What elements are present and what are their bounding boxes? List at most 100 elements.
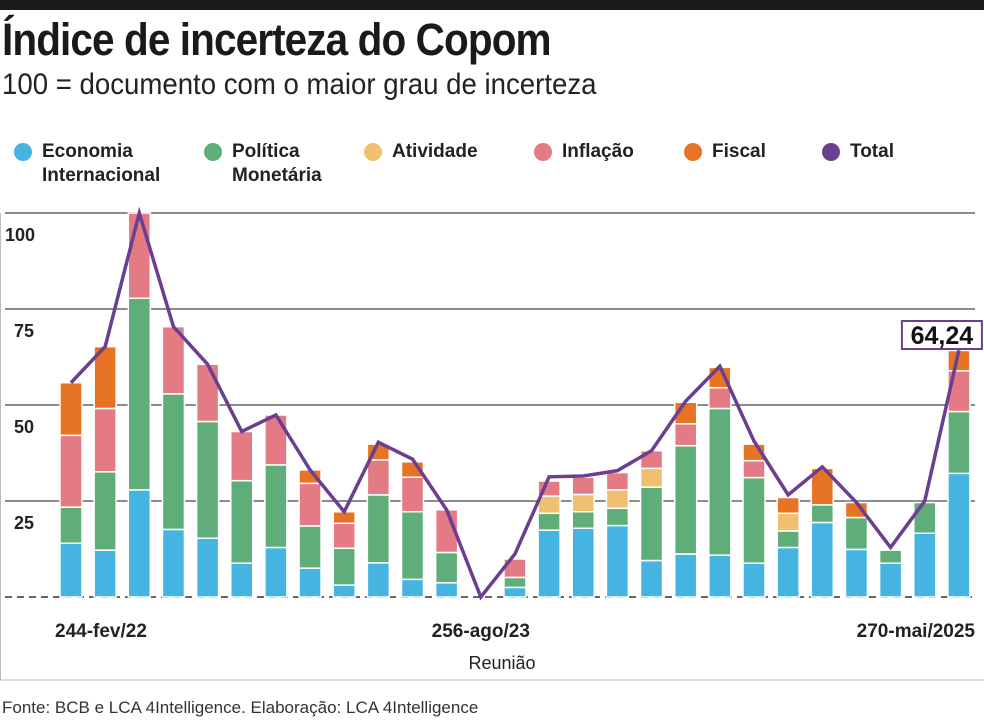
bar-segment	[161, 393, 186, 531]
x-tick-label: 256-ago/23	[432, 621, 530, 642]
bar-segment	[639, 486, 664, 562]
bar-segment	[434, 582, 459, 598]
bar-segment	[264, 464, 288, 549]
bar-segment	[230, 430, 254, 482]
legend: Economia Internacional Política Monetária …	[0, 140, 984, 190]
legend-atividade: Atividade	[364, 140, 478, 164]
bar-segment	[947, 472, 971, 598]
bar-segment	[161, 528, 186, 598]
legend-label: Inflação	[562, 141, 634, 162]
bar-segment	[195, 537, 220, 598]
bar-segment	[571, 511, 595, 530]
bar-segment	[400, 511, 425, 581]
bar-segment	[93, 471, 117, 551]
bar-segment	[708, 554, 732, 598]
bar-segment	[537, 512, 561, 531]
bar-segment	[913, 501, 937, 535]
bar-segment	[127, 489, 152, 598]
legend-inflacao: Inflação	[534, 140, 634, 164]
source-note: Fonte: BCB e LCA 4Intelligence. Elaboraç…	[2, 698, 479, 717]
bar-segment	[59, 381, 83, 437]
bar-segment	[59, 434, 83, 508]
bar-segment	[298, 525, 322, 569]
bar-segment	[230, 562, 254, 598]
bar-segment	[673, 423, 698, 447]
bar-segment	[366, 562, 391, 598]
bar-segment	[400, 476, 425, 513]
chart-subtitle: 100 = documento com o maior grau de ince…	[2, 68, 597, 101]
legend-dot-icon	[684, 143, 702, 161]
bar-segment	[332, 584, 356, 598]
chart-title: Índice de incerteza do Copom	[2, 14, 552, 65]
bar-segment	[59, 542, 83, 598]
bar-segment	[366, 459, 391, 496]
bar-segment	[776, 496, 800, 515]
bar-segment	[947, 410, 971, 475]
bar-segment	[366, 494, 391, 564]
legend-total: Total	[822, 140, 894, 164]
bar-segment	[913, 532, 937, 598]
bar-segment	[742, 562, 766, 598]
bar-segment	[878, 562, 903, 598]
x-tick-label: 270-mai/2025	[857, 621, 976, 642]
bar-segment	[571, 476, 595, 496]
legend-dot-icon	[204, 143, 222, 161]
x-axis-title: Reunião	[468, 653, 535, 673]
bar-segment	[605, 471, 630, 491]
legend-dot-icon	[534, 143, 552, 161]
bar-segment	[400, 578, 425, 598]
bar-segment	[264, 546, 288, 598]
bar-segment	[59, 506, 83, 544]
bar-segment	[127, 212, 152, 299]
x-tick-label: 244-fev/22	[55, 621, 147, 642]
bar-segment	[503, 576, 527, 589]
bar-segment	[93, 407, 117, 473]
bar-segment	[298, 482, 322, 527]
y-tick-label: 100	[5, 225, 35, 245]
legend-label: Fiscal	[712, 141, 766, 162]
bar-segment	[810, 504, 835, 524]
bar-segment	[127, 297, 152, 491]
bar-segment	[298, 567, 322, 598]
legend-dot-icon	[364, 143, 382, 161]
annotation-label: 64,24	[911, 322, 974, 350]
bar-segment	[844, 516, 869, 551]
legend-fiscal: Fiscal	[684, 140, 766, 164]
total-line	[69, 206, 961, 601]
bar-segment	[708, 386, 732, 410]
legend-economia-internacional: Economia Internacional	[14, 140, 160, 188]
bar-segment	[810, 521, 835, 598]
y-tick-label: 50	[14, 417, 34, 437]
bar-segment	[776, 530, 800, 549]
bar-segment	[673, 553, 698, 598]
bar-segment	[264, 414, 288, 466]
bar-segment	[776, 546, 800, 598]
annotation-box	[900, 320, 983, 350]
bar-segment	[605, 507, 630, 527]
y-tick-label: 75	[14, 321, 34, 341]
bar-segment	[332, 522, 356, 549]
bar-segment	[673, 444, 698, 555]
bar-segment	[434, 551, 459, 584]
bar-segment	[332, 547, 356, 586]
bar-segment	[503, 586, 527, 598]
legend-dot-icon	[14, 143, 32, 161]
bar-segment	[639, 559, 664, 598]
bar-segment	[708, 407, 732, 556]
bar-segment	[639, 467, 664, 488]
bar-segment	[776, 512, 800, 532]
bar-segment	[537, 495, 561, 515]
legend-label: Total	[850, 141, 894, 162]
legend-label: Política	[232, 141, 300, 162]
bar-segment	[230, 479, 254, 564]
legend-label: Atividade	[392, 141, 478, 162]
legend-label: Economia	[42, 141, 133, 162]
top-bar	[0, 0, 984, 10]
bar-segment	[571, 493, 595, 513]
bar-segment	[742, 476, 766, 564]
bar-segment	[571, 527, 595, 598]
bar-segment	[537, 529, 561, 598]
bar-segment	[605, 489, 630, 510]
bar-segment	[742, 459, 766, 479]
